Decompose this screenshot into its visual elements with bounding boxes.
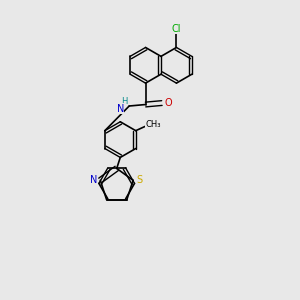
Text: N: N: [117, 104, 124, 114]
Text: N: N: [90, 175, 98, 185]
Text: CH₃: CH₃: [146, 120, 161, 129]
Text: Cl: Cl: [172, 24, 181, 34]
Text: O: O: [165, 98, 172, 108]
Text: S: S: [136, 175, 143, 185]
Text: H: H: [122, 97, 128, 106]
